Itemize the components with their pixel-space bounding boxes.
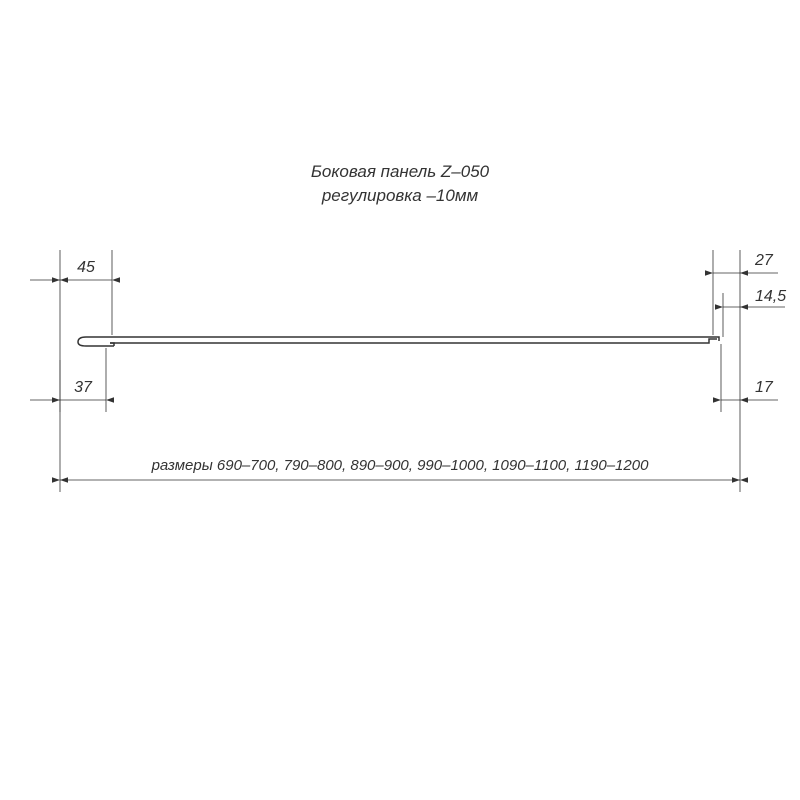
- svg-text:14,5: 14,5: [755, 288, 786, 305]
- svg-text:17: 17: [755, 379, 774, 396]
- svg-text:37: 37: [74, 379, 93, 396]
- svg-text:45: 45: [77, 259, 95, 276]
- technical-drawing: 45 27 14,5 37 17 размеры 690–700, 790–800, 89…: [0, 0, 800, 800]
- svg-text:размеры 690–700, 790–800, 890: размеры 690–700, 790–800, 890–900, 990–1…: [151, 457, 650, 474]
- svg-text:27: 27: [754, 252, 774, 269]
